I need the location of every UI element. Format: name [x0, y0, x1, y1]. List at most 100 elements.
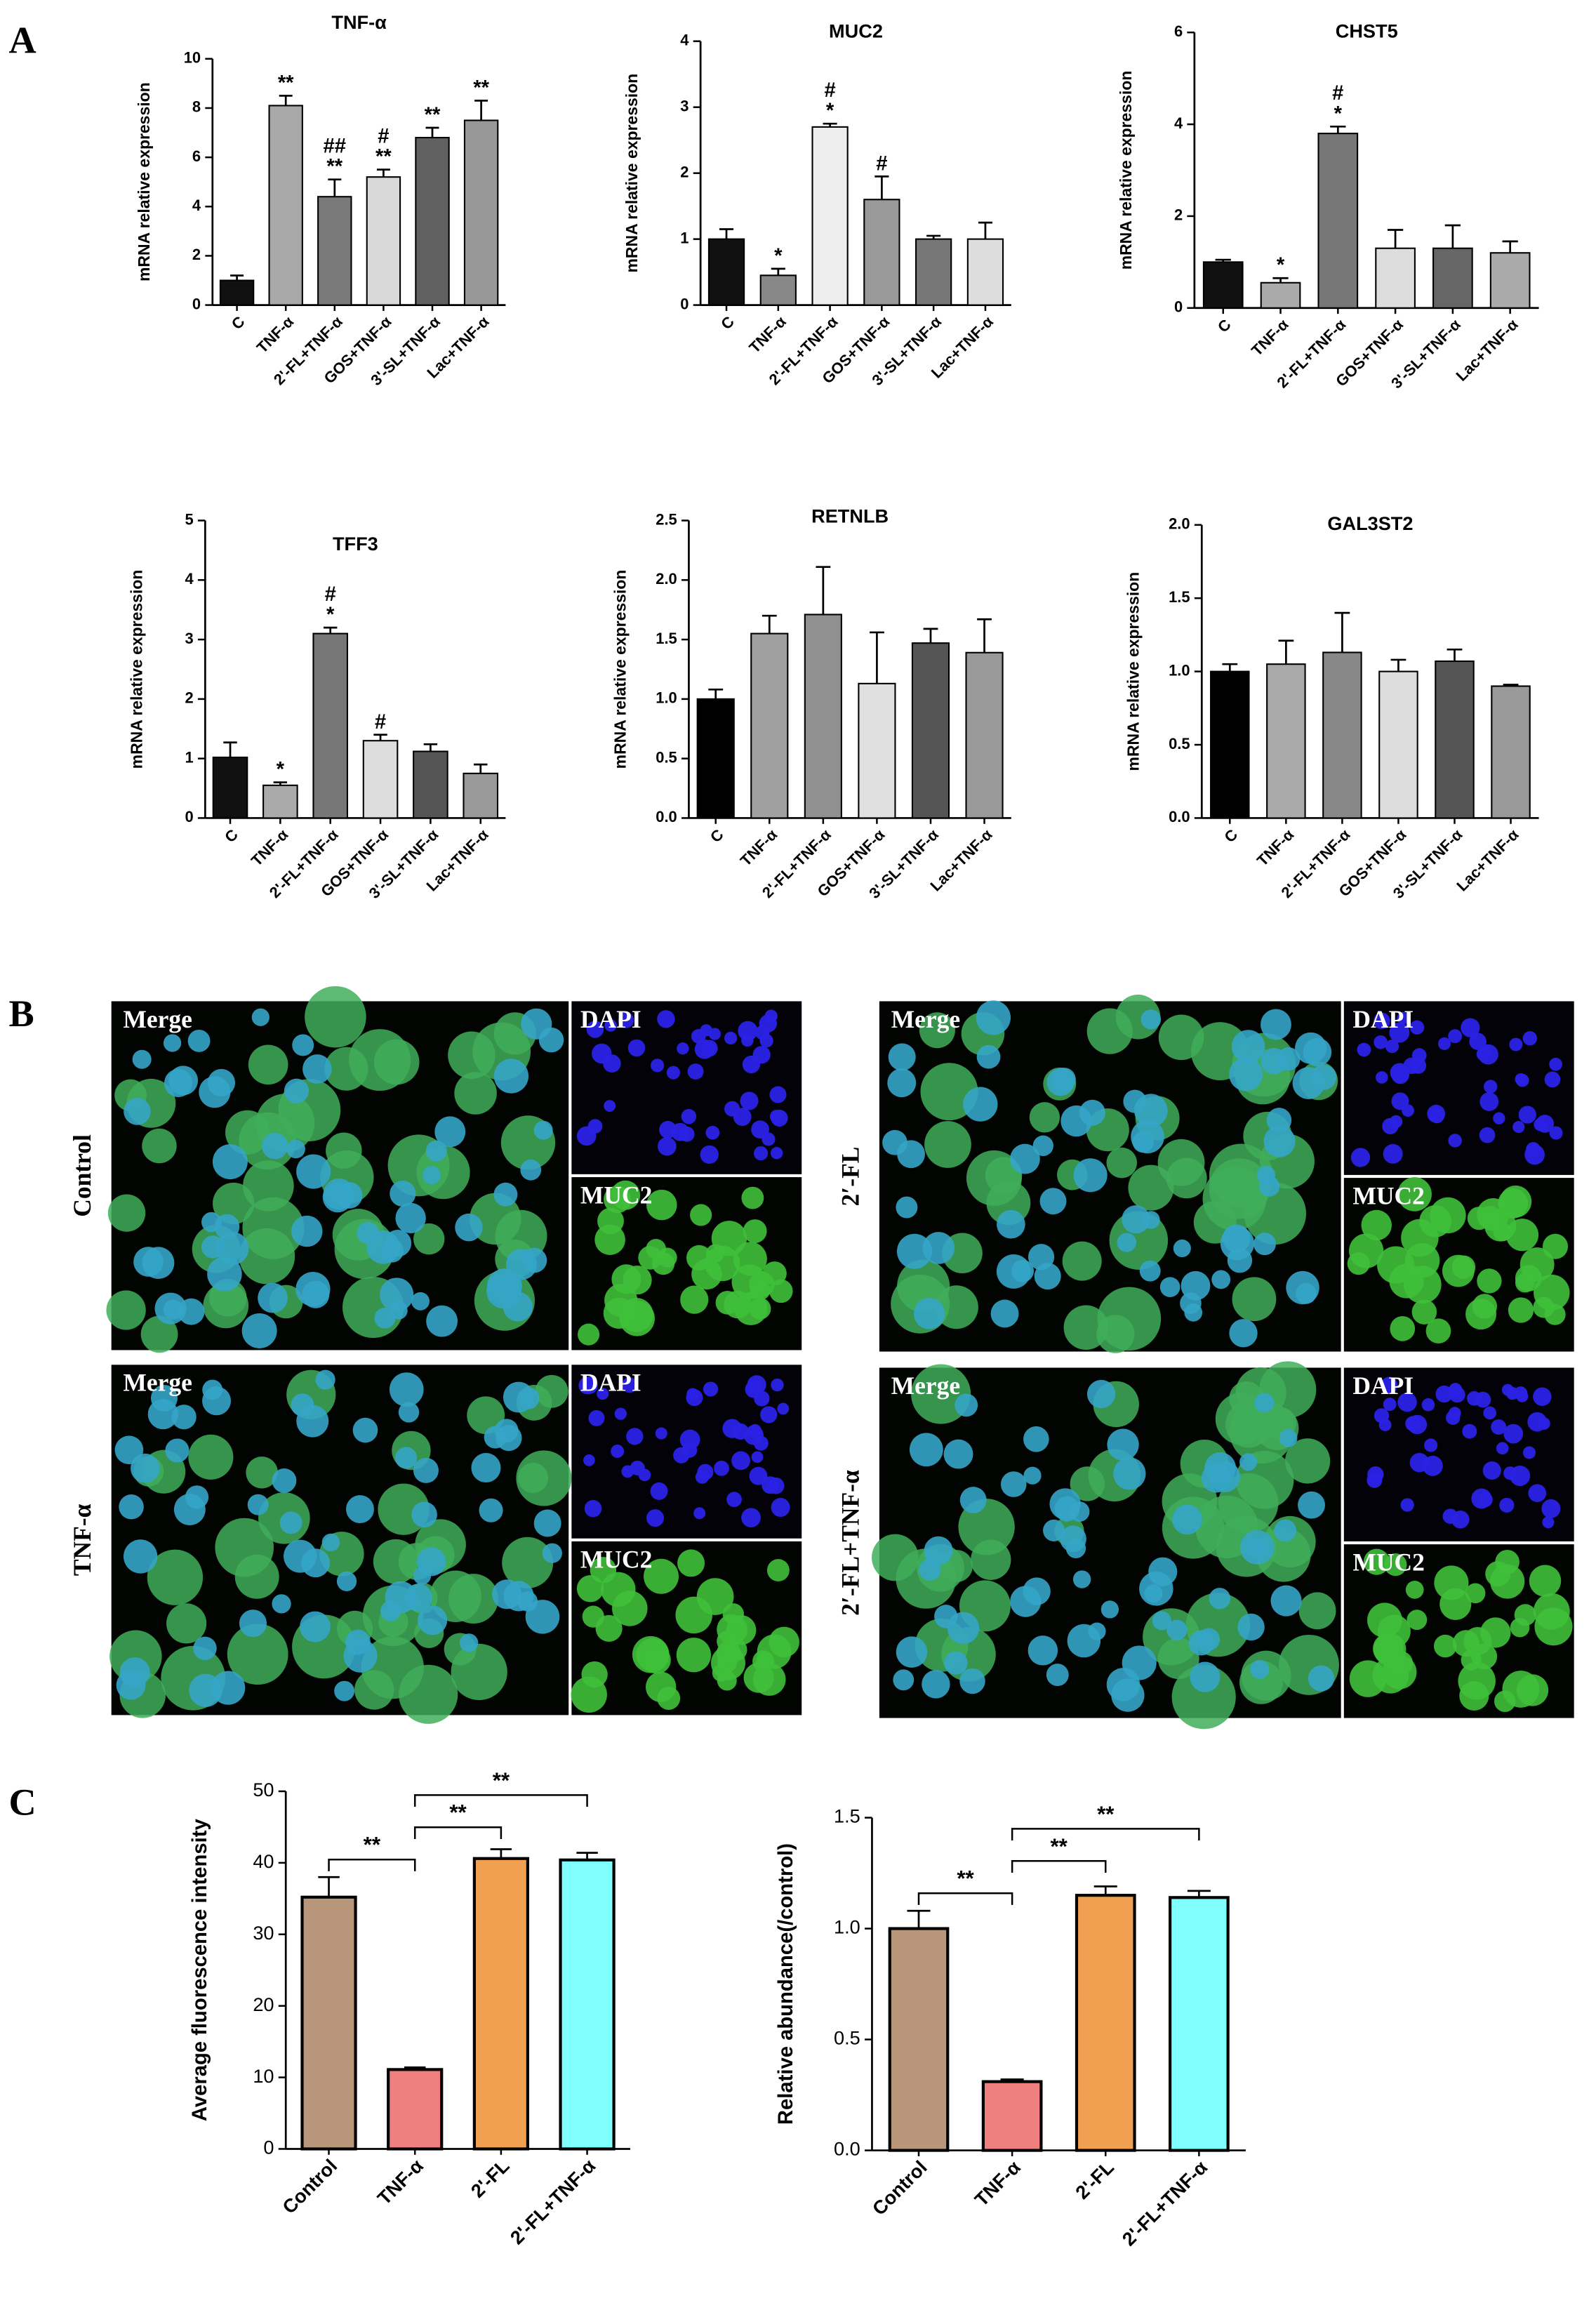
cell — [1159, 1277, 1181, 1298]
cell — [395, 1447, 418, 1469]
cell — [1144, 1584, 1163, 1603]
cell — [603, 1297, 635, 1329]
cell — [434, 1116, 466, 1148]
cell — [1397, 1011, 1409, 1025]
cell — [655, 1427, 667, 1440]
cell — [872, 1534, 919, 1581]
cell — [1479, 1127, 1496, 1143]
cell — [1148, 1557, 1178, 1586]
cell — [455, 1213, 483, 1242]
cell — [722, 1419, 742, 1438]
cell — [1524, 1144, 1545, 1165]
cell — [896, 1636, 928, 1668]
cell — [459, 1633, 479, 1652]
cell — [384, 1229, 412, 1257]
cell — [1181, 1270, 1211, 1301]
cell — [740, 1091, 759, 1110]
cell — [759, 1034, 773, 1048]
cell — [584, 1499, 602, 1518]
bar — [811, 126, 849, 306]
cell — [1404, 1242, 1440, 1278]
cell — [199, 1076, 231, 1108]
error-bar — [1187, 1890, 1211, 1898]
bar — [1317, 133, 1359, 309]
cell — [887, 1068, 917, 1098]
cell — [1171, 1665, 1236, 1730]
cell — [571, 1676, 607, 1713]
panel-label: B — [9, 993, 34, 1035]
chart-title: TFF3 — [333, 533, 378, 555]
cell — [1459, 1680, 1489, 1711]
cell — [748, 1423, 762, 1437]
cell — [760, 1406, 778, 1423]
cell — [1515, 1073, 1527, 1085]
cell — [976, 1044, 1001, 1069]
y-tick-label: 0.5 — [1169, 735, 1190, 752]
bar — [1489, 252, 1531, 309]
cell — [741, 1034, 754, 1047]
merge-label: Merge — [123, 1369, 192, 1397]
cell — [922, 1232, 955, 1264]
cell — [705, 1125, 720, 1140]
error-bar — [1503, 684, 1519, 686]
cell — [1491, 1419, 1507, 1435]
error-bar — [474, 100, 488, 121]
cell — [520, 1159, 542, 1181]
cell — [1389, 1022, 1410, 1043]
significance-mark: * — [1334, 102, 1343, 125]
cell — [1023, 1426, 1049, 1452]
error-bar — [771, 267, 785, 276]
cell — [583, 1454, 595, 1466]
y-tick-label: 0 — [680, 295, 689, 312]
error-bar — [977, 618, 992, 653]
y-tick-label: 2.0 — [656, 570, 677, 588]
cell — [123, 1539, 158, 1574]
cell — [385, 1581, 417, 1614]
significance-mark: ## — [324, 135, 347, 157]
cell — [1166, 1157, 1207, 1199]
bar — [212, 756, 248, 819]
cell — [769, 1086, 787, 1103]
cell — [922, 1670, 950, 1699]
cell — [632, 1635, 670, 1673]
cell — [390, 1180, 416, 1207]
bar — [965, 651, 1004, 819]
cell — [1072, 1570, 1091, 1588]
error-bar — [474, 763, 488, 774]
cell — [538, 1027, 564, 1053]
cell — [106, 1290, 146, 1330]
bar — [1375, 247, 1416, 309]
cell — [1032, 1135, 1053, 1156]
cell — [321, 1533, 340, 1552]
comparison-bracket — [1011, 1860, 1107, 1873]
y-tick-label: 20 — [253, 1993, 274, 2015]
cell — [389, 1372, 424, 1407]
comparison-label: ** — [1051, 1834, 1068, 1859]
significance-mark: # — [325, 583, 336, 606]
cell — [247, 1494, 269, 1515]
cell — [1397, 1393, 1417, 1412]
cell — [1366, 1472, 1383, 1488]
cell — [413, 1457, 439, 1483]
bar — [463, 119, 499, 306]
cell — [1541, 1499, 1561, 1518]
cell — [124, 1098, 151, 1125]
cell — [215, 1518, 274, 1577]
y-tick-label: 10 — [253, 2065, 274, 2087]
cell — [1514, 1604, 1536, 1626]
muc2-label: MUC2 — [580, 1545, 653, 1573]
cell — [1527, 1412, 1548, 1432]
bar — [750, 632, 789, 819]
cell — [1060, 1105, 1092, 1137]
y-tick-label: 1 — [680, 229, 689, 246]
cell — [284, 1078, 310, 1103]
cell — [724, 1290, 752, 1319]
cell — [627, 1039, 646, 1057]
cell — [1227, 1248, 1253, 1273]
cell — [771, 1378, 784, 1392]
cell — [1469, 1033, 1487, 1050]
chart-title: MUC2 — [829, 20, 883, 41]
cell — [1389, 1115, 1403, 1129]
dapi-label: DAPI — [580, 1369, 641, 1397]
cell — [741, 1186, 764, 1209]
